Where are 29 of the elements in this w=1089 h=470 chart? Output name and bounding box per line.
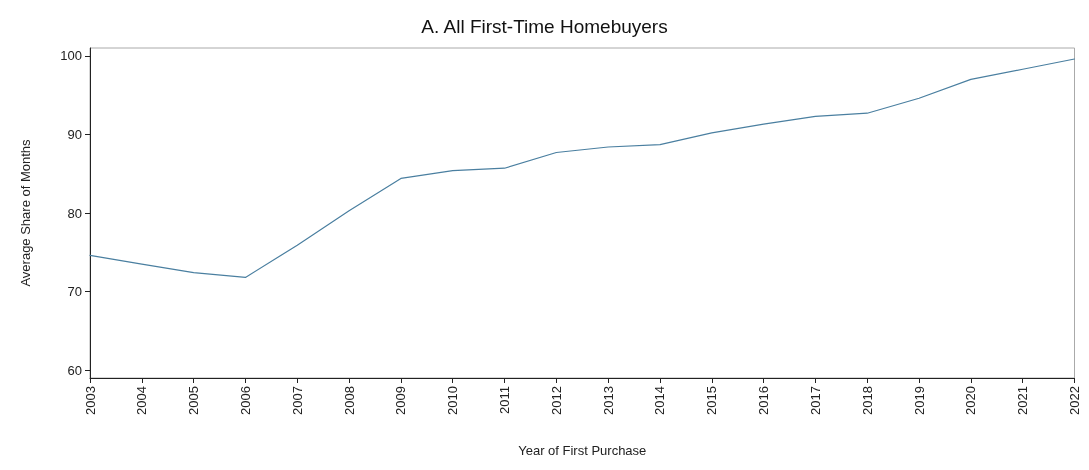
y-tick-label: 60 <box>67 362 82 378</box>
x-axis-title: Year of First Purchase <box>518 443 647 458</box>
x-tick-label: 2012 <box>548 386 564 415</box>
x-tick-label: 2019 <box>911 386 927 415</box>
x-tick-label: 2005 <box>186 386 202 415</box>
x-tick-label: 2008 <box>341 386 357 415</box>
line-series <box>89 58 1076 279</box>
y-tick-label: 80 <box>67 205 82 221</box>
x-tick-label: 2016 <box>756 386 772 415</box>
x-tick-label: 2015 <box>704 386 720 415</box>
x-tick-label: 2013 <box>600 386 616 415</box>
x-tick-label: 2003 <box>82 386 98 415</box>
x-tick-label: 2007 <box>289 386 305 415</box>
y-tick-label: 90 <box>67 126 82 142</box>
x-tick-label: 2022 <box>1067 386 1082 415</box>
x-tick-label: 2018 <box>859 386 875 415</box>
y-axis-title: Average Share of Months <box>18 138 33 287</box>
y-tick-label: 70 <box>67 284 82 300</box>
x-tick-label: 2009 <box>393 386 409 415</box>
chart-title: A. All First-Time Homebuyers <box>421 16 668 37</box>
x-tick-label: 2004 <box>134 386 150 415</box>
y-tick-label: 100 <box>60 48 82 64</box>
x-tick-label: 2014 <box>652 386 668 415</box>
x-tick-label: 2017 <box>807 386 823 415</box>
x-tick-label: 2006 <box>237 386 253 415</box>
x-tick-label: 2010 <box>445 386 461 415</box>
x-tick-label: 2021 <box>1015 386 1031 415</box>
x-tick-label: 2020 <box>963 386 979 415</box>
x-tick-label: 2011 <box>497 386 513 414</box>
